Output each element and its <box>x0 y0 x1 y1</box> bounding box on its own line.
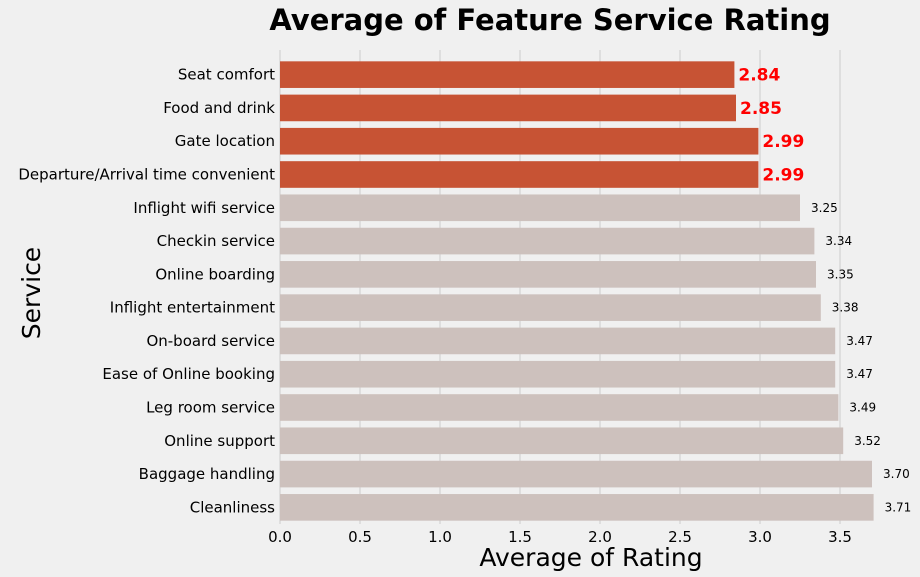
bar <box>280 227 815 255</box>
value-label: 3.71 <box>885 500 912 514</box>
value-label: 2.99 <box>762 166 804 186</box>
chart-title: Average of Feature Service Rating <box>269 3 830 37</box>
x-tick-label: 3.5 <box>828 528 852 546</box>
y-axis-label: Service <box>17 247 46 339</box>
category-label: Ease of Online booking <box>102 365 275 383</box>
x-tick-label: 3.0 <box>748 528 772 546</box>
category-label: Checkin service <box>157 232 275 250</box>
value-label: 3.47 <box>846 367 873 381</box>
bar <box>280 460 872 488</box>
bar <box>280 161 759 188</box>
category-label: Online boarding <box>155 265 275 283</box>
x-tick-label: 0.5 <box>348 528 372 546</box>
bar <box>280 294 821 321</box>
x-axis-label: Average of Rating <box>479 543 702 572</box>
value-labels: 2.84 2.85 2.99 2.99 3.25 3.34 3.35 3.38 3.47 3.47… <box>738 66 911 515</box>
bar <box>280 327 836 355</box>
value-label: 3.70 <box>883 467 910 481</box>
category-label: Cleanliness <box>190 498 275 516</box>
bar <box>280 360 836 388</box>
x-tick-label: 2.0 <box>588 528 612 546</box>
category-label: Leg room service <box>146 399 275 417</box>
category-labels: Seat comfort Food and drink Gate location D… <box>18 66 275 517</box>
value-label: 3.25 <box>811 201 838 215</box>
x-tick-label: 0.0 <box>268 528 292 546</box>
x-tick-label: 2.5 <box>668 528 692 546</box>
value-label: 3.49 <box>849 401 876 415</box>
value-label: 3.47 <box>846 334 873 348</box>
category-label: Gate location <box>175 132 275 150</box>
category-label: Baggage handling <box>139 465 275 483</box>
category-label: Seat comfort <box>178 66 275 84</box>
category-label: Departure/Arrival time convenient <box>18 166 275 184</box>
category-label: Food and drink <box>163 99 275 117</box>
x-axis-ticks: 0.0 0.5 1.0 1.5 2.0 2.5 3.0 3.5 <box>268 528 852 546</box>
value-label: 3.35 <box>827 267 854 281</box>
bar <box>280 494 874 521</box>
bar <box>280 127 759 155</box>
x-tick-label: 1.0 <box>428 528 452 546</box>
value-label: 2.85 <box>740 99 782 119</box>
category-label: Inflight entertainment <box>110 299 275 317</box>
value-label: 3.52 <box>854 434 881 448</box>
bar <box>280 94 736 122</box>
category-label: On-board service <box>146 332 275 350</box>
x-tick-label: 1.5 <box>508 528 532 546</box>
bar <box>280 261 816 288</box>
value-label: 3.34 <box>825 234 852 248</box>
category-label: Online support <box>164 432 275 450</box>
value-label: 2.99 <box>762 132 804 152</box>
bars-layer <box>280 61 874 521</box>
bar <box>280 394 839 421</box>
value-label: 2.84 <box>738 66 780 86</box>
bar <box>280 427 844 455</box>
bar <box>280 194 800 222</box>
bar <box>280 61 735 88</box>
category-label: Inflight wifi service <box>133 199 275 217</box>
value-label: 3.38 <box>832 301 859 315</box>
